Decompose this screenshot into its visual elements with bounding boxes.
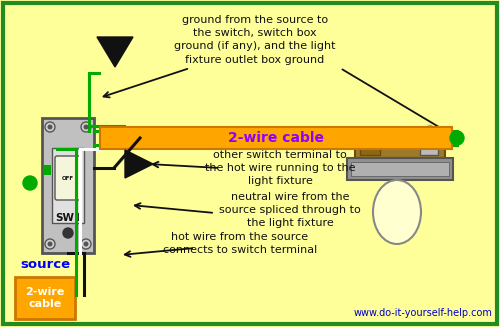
Text: SW1: SW1 — [55, 213, 81, 223]
Bar — [360, 143, 380, 155]
Circle shape — [48, 242, 52, 247]
Circle shape — [45, 122, 55, 132]
Text: OFF: OFF — [62, 176, 74, 181]
Circle shape — [84, 242, 88, 247]
Bar — [100, 127, 452, 149]
Ellipse shape — [373, 180, 421, 244]
Circle shape — [48, 125, 52, 129]
Text: www.do-it-yourself-help.com: www.do-it-yourself-help.com — [353, 308, 492, 318]
Text: 2-wire
cable: 2-wire cable — [26, 287, 64, 309]
Text: hot wire from the source
connects to switch terminal: hot wire from the source connects to swi… — [163, 232, 317, 255]
Bar — [15, 277, 75, 319]
Text: neutral wire from the
source spliced through to
the light fixture: neutral wire from the source spliced thr… — [219, 192, 361, 228]
Circle shape — [81, 239, 91, 249]
Circle shape — [450, 131, 464, 145]
Circle shape — [45, 239, 55, 249]
Bar — [351, 162, 449, 176]
Text: other switch terminal to
the hot wire running to the
light fixture: other switch terminal to the hot wire ru… — [205, 150, 355, 186]
Bar — [42, 118, 94, 253]
Circle shape — [84, 125, 88, 129]
Bar — [44, 165, 51, 175]
Text: source: source — [20, 257, 70, 270]
Bar — [420, 143, 438, 155]
Bar — [52, 148, 84, 223]
Text: 2-wire cable: 2-wire cable — [228, 131, 324, 145]
Text: ground from the source to
the switch, switch box
ground (if any), and the light
: ground from the source to the switch, sw… — [174, 15, 336, 65]
Bar — [347, 158, 453, 180]
Circle shape — [63, 228, 73, 238]
Bar — [355, 140, 445, 158]
Circle shape — [81, 122, 91, 132]
Polygon shape — [125, 150, 153, 178]
Circle shape — [23, 176, 37, 190]
FancyBboxPatch shape — [55, 156, 81, 200]
Polygon shape — [97, 37, 133, 67]
